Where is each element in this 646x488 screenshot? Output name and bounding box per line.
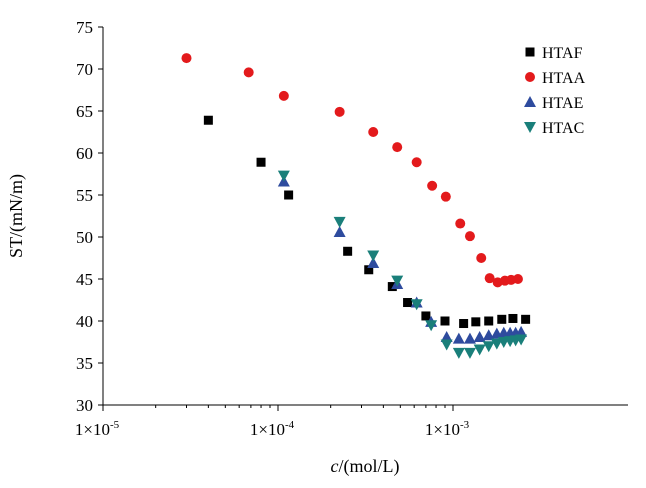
data-point xyxy=(256,157,266,167)
y-tick-label: 30 xyxy=(76,396,93,415)
data-point xyxy=(364,265,374,275)
x-axis-title-variable: c xyxy=(331,456,339,476)
data-point xyxy=(440,339,453,351)
data-point xyxy=(278,90,289,101)
y-tick-label: 75 xyxy=(76,18,93,37)
data-point xyxy=(515,334,528,346)
data-point xyxy=(411,157,422,168)
data-point xyxy=(452,347,465,359)
data-point xyxy=(484,273,495,284)
data-point xyxy=(334,106,345,117)
data-point xyxy=(243,67,254,78)
data-point xyxy=(490,338,503,350)
data-point xyxy=(515,325,528,337)
data-point xyxy=(333,225,346,237)
legend-label: HTAA xyxy=(542,70,586,87)
data-point xyxy=(421,311,431,321)
y-tick-label: 45 xyxy=(76,270,93,289)
data-point xyxy=(463,347,476,359)
data-point xyxy=(403,298,413,308)
data-point xyxy=(482,341,495,353)
data-point xyxy=(425,320,438,332)
data-point xyxy=(440,330,453,342)
legend-marker xyxy=(525,47,535,57)
x-tick-label: 1×10-4 xyxy=(250,419,295,439)
x-axis-ticks: 1×10-5 1×10-4 1×10-3 xyxy=(75,405,470,439)
series-htac xyxy=(277,170,528,359)
data-point xyxy=(459,319,469,329)
y-tick-label: 50 xyxy=(76,228,93,247)
legend-marker xyxy=(524,122,536,133)
data-point xyxy=(464,231,475,242)
series-htaa xyxy=(181,53,523,288)
legend: HTAF HTAA HTAE HTAC xyxy=(524,45,586,137)
data-point xyxy=(476,253,487,263)
legend-label: HTAE xyxy=(542,95,583,112)
data-point xyxy=(452,332,465,344)
x-tick-label: 1×10-5 xyxy=(75,419,120,439)
series-htae xyxy=(277,175,528,344)
data-point xyxy=(391,275,404,287)
data-point xyxy=(455,218,466,229)
y-tick-label: 65 xyxy=(76,102,93,121)
data-point xyxy=(367,250,380,262)
data-point xyxy=(410,299,423,311)
y-tick-label: 70 xyxy=(76,60,93,79)
data-point xyxy=(440,191,451,202)
data-point xyxy=(512,274,523,284)
data-points xyxy=(181,53,531,359)
x-axis-title-units: /(mol/L) xyxy=(339,456,400,477)
y-axis-title: ST/(mN/m) xyxy=(6,174,27,258)
x-axis-title: c/(mol/L) xyxy=(331,456,400,477)
y-tick-label: 35 xyxy=(76,354,93,373)
data-point xyxy=(333,216,346,228)
series-htaf xyxy=(203,115,531,329)
legend-label: HTAF xyxy=(542,45,583,62)
data-point xyxy=(181,53,192,64)
axes xyxy=(102,27,628,406)
legend-marker xyxy=(525,72,535,82)
data-point xyxy=(203,115,213,125)
y-tick-label: 55 xyxy=(76,186,93,205)
x-tick-label: 1×10-3 xyxy=(425,419,470,439)
y-axis-ticks: 30 35 40 45 50 55 60 65 70 75 xyxy=(76,18,103,415)
data-point xyxy=(368,127,379,137)
data-point xyxy=(387,282,397,292)
data-point xyxy=(484,316,494,326)
data-point xyxy=(463,332,476,344)
data-point xyxy=(343,246,353,256)
data-point xyxy=(440,316,450,326)
data-point xyxy=(277,170,290,182)
data-point xyxy=(497,314,507,324)
data-point xyxy=(427,180,438,191)
data-point xyxy=(367,257,380,269)
data-point xyxy=(508,313,518,323)
data-point xyxy=(473,344,486,356)
data-point xyxy=(473,330,486,342)
data-point xyxy=(471,317,481,327)
y-tick-label: 60 xyxy=(76,144,93,163)
data-point xyxy=(284,190,294,200)
data-point xyxy=(392,142,403,153)
y-tick-label: 40 xyxy=(76,312,93,331)
data-point xyxy=(521,314,531,324)
legend-label: HTAC xyxy=(542,120,584,137)
legend-marker xyxy=(524,96,536,107)
